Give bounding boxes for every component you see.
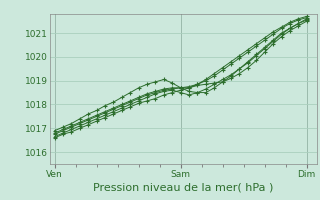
X-axis label: Pression niveau de la mer( hPa ): Pression niveau de la mer( hPa ) [93, 183, 273, 193]
